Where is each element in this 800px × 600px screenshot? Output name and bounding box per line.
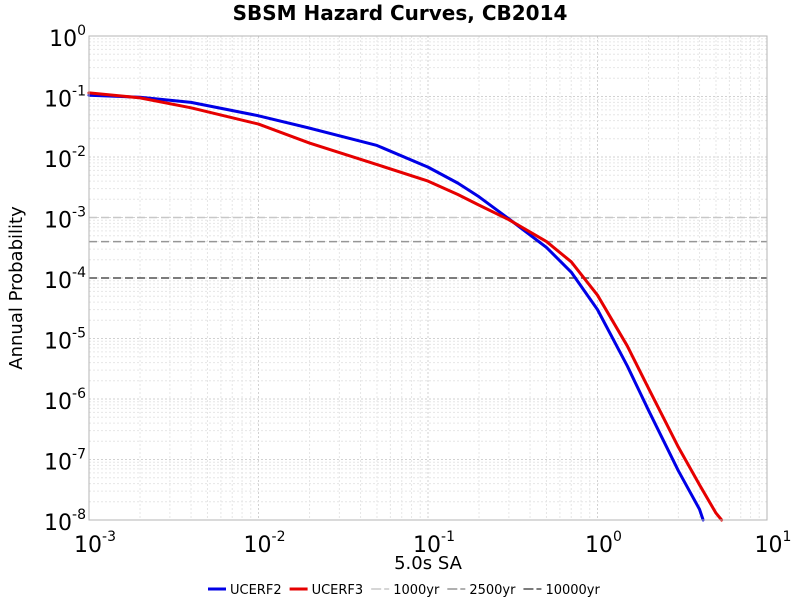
y-tick-label: 10-5 [44, 326, 86, 355]
legend: UCERF2 UCERF3 1000yr 2500yr 10000yr [208, 583, 600, 598]
legend-label-1000yr: 1000yr [393, 583, 440, 598]
x-axis-ticks: 10-3 10-2 10-1 100 101 [74, 529, 791, 558]
y-axis-ticks: 100 10-1 10-2 10-3 10-4 10-5 10-6 10-7 10-8 [44, 23, 86, 536]
series-line-ucerf3 [87, 91, 724, 522]
y-tick-label: 10-7 [44, 447, 86, 476]
legend-label-ucerf2: UCERF2 [230, 583, 282, 598]
y-tick-label: 10-8 [44, 507, 86, 536]
x-tick-label: 10-1 [413, 529, 455, 558]
legend-label-2500yr: 2500yr [469, 583, 516, 598]
x-tick-label: 100 [585, 529, 622, 558]
x-tick-label: 10-3 [74, 529, 116, 558]
y-axis-label: Annual Probability [6, 206, 27, 370]
legend-label-ucerf3: UCERF3 [312, 583, 364, 598]
x-tick-label: 10-2 [244, 529, 286, 558]
y-tick-label: 10-1 [44, 84, 86, 113]
chart-title: SBSM Hazard Curves, CB2014 [233, 1, 568, 25]
reference-lines [89, 216, 767, 279]
x-axis-label: 5.0s SA [394, 553, 462, 574]
y-tick-label: 100 [49, 23, 86, 52]
x-tick-label: 101 [755, 529, 792, 558]
plot-area-border [88, 35, 768, 521]
y-tick-label: 10-3 [44, 205, 86, 234]
y-tick-label: 10-6 [44, 386, 86, 415]
legend-label-10000yr: 10000yr [545, 583, 600, 598]
series-line-ucerf2 [87, 93, 705, 522]
y-tick-label: 10-2 [44, 144, 86, 173]
y-tick-label: 10-4 [44, 265, 86, 294]
hazard-curves [87, 91, 724, 522]
